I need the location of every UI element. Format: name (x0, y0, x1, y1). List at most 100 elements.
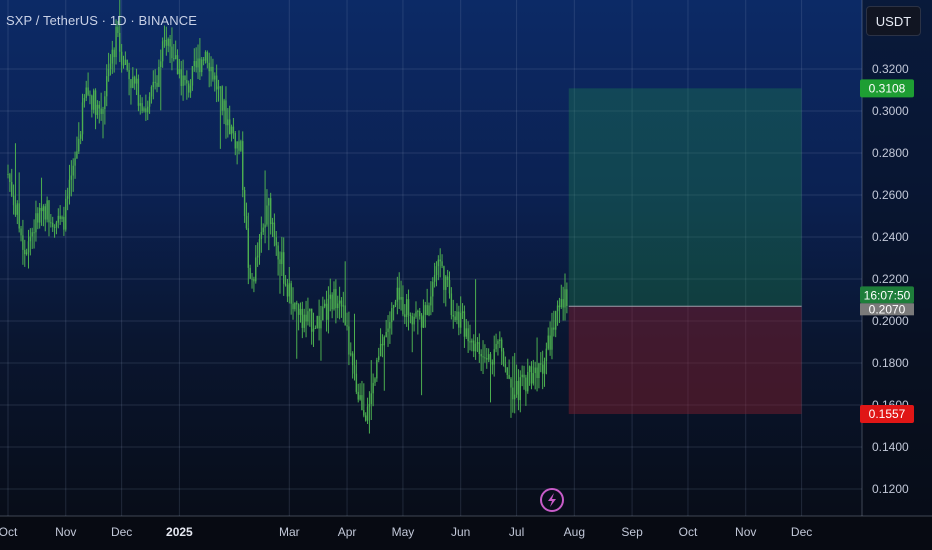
candle-body (92, 90, 95, 110)
candle-body (100, 108, 102, 114)
candle-body (540, 363, 542, 365)
candle-body (189, 85, 192, 93)
candle-body (307, 311, 309, 322)
candle-body (303, 314, 305, 328)
candle-body (27, 241, 30, 253)
candle-body (545, 348, 548, 362)
candle-body (331, 294, 333, 310)
candle-body (437, 259, 440, 267)
candle-body (402, 297, 404, 315)
candle-body (275, 237, 277, 246)
candle-body (290, 283, 292, 304)
candle-body (150, 87, 153, 97)
candle-body (152, 81, 155, 88)
candle-body (543, 361, 546, 374)
candle-body (156, 82, 158, 87)
candle-body (40, 207, 43, 212)
candle-body (385, 332, 387, 338)
candle-body (201, 59, 203, 73)
candle-body (119, 32, 121, 52)
candle-body (394, 301, 397, 306)
candle-body (541, 364, 544, 374)
candle-body (517, 380, 520, 401)
candle-body (236, 141, 238, 149)
candle-body (353, 365, 356, 374)
candle-body (25, 252, 28, 255)
lightning-icon[interactable] (540, 488, 564, 512)
candle-body (370, 393, 372, 405)
candle-body (83, 98, 86, 103)
candle-body (107, 68, 110, 77)
candle-body (223, 100, 225, 111)
candle-body (411, 316, 413, 325)
candle-body (210, 66, 212, 72)
candle-body (346, 325, 348, 327)
candle-body (433, 275, 436, 282)
candle-body (16, 203, 19, 215)
candle-body (186, 80, 188, 84)
candle-body (219, 86, 222, 88)
entry-price-badge: 0.2070 (869, 302, 906, 316)
candle-body (430, 296, 432, 306)
candle-body (327, 298, 330, 320)
candle-body (420, 316, 423, 328)
candle-body (14, 205, 17, 215)
x-tick-label: 2025 (166, 525, 193, 539)
candle-body (323, 303, 326, 307)
candle-body (459, 312, 462, 328)
candle-body (467, 328, 469, 342)
candle-body (554, 311, 557, 330)
candle-body (379, 343, 382, 357)
candle-body (176, 55, 179, 75)
candle-body (133, 76, 136, 84)
candle-body (72, 165, 74, 176)
candle-body (89, 94, 91, 96)
candle-body (368, 404, 371, 407)
candle-body (495, 343, 497, 350)
candle-body (445, 276, 447, 290)
candle-body (435, 266, 438, 276)
event-marker[interactable] (540, 488, 564, 512)
candle-body (309, 308, 311, 312)
grid-lines (0, 0, 862, 516)
candle-body (363, 410, 365, 416)
y-tick-label: 0.2000 (872, 314, 909, 328)
candle-body (271, 222, 274, 225)
candle-body (122, 64, 125, 66)
candle-body (20, 228, 22, 236)
candle-body (355, 373, 358, 392)
candle-body (251, 278, 253, 280)
x-tick-label: Nov (735, 525, 756, 539)
candle-body (335, 289, 337, 309)
candle-body (42, 206, 45, 212)
candle-body (469, 341, 471, 343)
candle-body (443, 266, 445, 290)
candle-body (148, 96, 151, 107)
candle-body (512, 387, 514, 400)
currency-button[interactable]: USDT (866, 6, 921, 36)
candle-body (182, 75, 184, 86)
candle-body (217, 86, 220, 90)
candle-body (536, 367, 538, 379)
candle-body (180, 69, 182, 86)
candle-body (208, 62, 210, 72)
candle-body (528, 366, 531, 373)
candle-body (419, 311, 421, 317)
candle-body (422, 314, 425, 328)
x-tick-label: Sep (621, 525, 643, 539)
candle-body (564, 289, 566, 308)
candle-body (59, 215, 61, 219)
candle-body (109, 63, 112, 69)
candle-body (249, 267, 251, 279)
candle-body (489, 354, 492, 362)
candle-body (31, 232, 33, 237)
candle-body (260, 232, 263, 239)
candle-body (132, 76, 134, 88)
candle-body (398, 287, 400, 300)
candle-body (499, 339, 501, 342)
candle-body (357, 391, 359, 400)
candle-body (279, 259, 281, 265)
candle-body (530, 366, 533, 384)
